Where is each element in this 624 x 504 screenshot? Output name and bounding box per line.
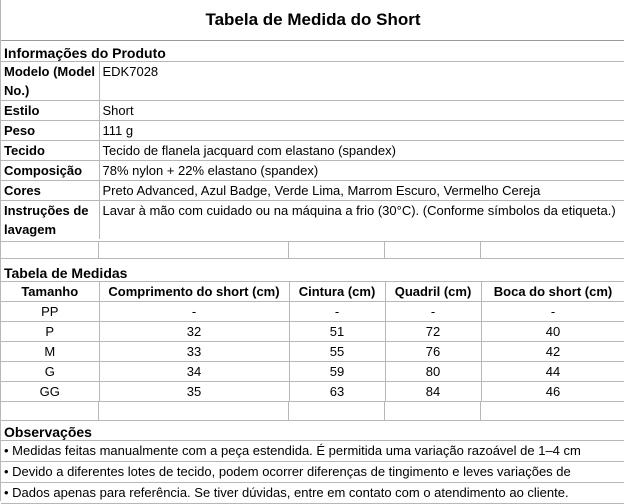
info-value: Preto Advanced, Azul Badge, Verde Lima, … (99, 180, 624, 201)
length-cell: - (99, 301, 290, 322)
product-info-table: Modelo (Model No.) EDK7028 Estilo Short … (1, 61, 624, 239)
waist-cell: 63 (289, 381, 386, 402)
hip-cell: 76 (385, 341, 482, 362)
measurements-table: Tamanho Comprimento do short (cm) Cintur… (1, 281, 624, 402)
info-value: EDK7028 (99, 61, 624, 101)
info-value: 78% nylon + 22% elastano (spandex) (99, 160, 624, 181)
leg-opening-cell: 46 (481, 381, 624, 402)
info-label: Instruções de lavagem (1, 200, 100, 239)
notes-list: • Medidas feitas manualmente com a peça … (1, 440, 624, 504)
info-row-colors: Cores Preto Advanced, Azul Badge, Verde … (1, 180, 624, 201)
size-cell: GG (1, 381, 100, 402)
waist-cell: - (289, 301, 386, 322)
table-row: GG 35 63 84 46 (1, 381, 624, 402)
size-cell: PP (1, 301, 100, 322)
info-label: Estilo (1, 100, 100, 121)
spacer-row (1, 401, 624, 421)
col-header-leg-opening: Boca do short (cm) (481, 281, 624, 302)
info-value: Tecido de flanela jacquard com elastano … (99, 140, 624, 161)
waist-cell: 51 (289, 321, 386, 342)
length-cell: 35 (99, 381, 290, 402)
measurements-heading: Tabela de Medidas (4, 265, 128, 281)
info-row-fabric: Tecido Tecido de flanela jacquard com el… (1, 140, 624, 161)
info-value: Lavar à mão com cuidado ou na máquina a … (99, 200, 624, 239)
col-header-waist: Cintura (cm) (289, 281, 386, 302)
spacer-row (1, 241, 624, 259)
leg-opening-cell: 44 (481, 361, 624, 382)
info-value: 111 g (99, 120, 624, 141)
table-row: P 32 51 72 40 (1, 321, 624, 342)
measurements-header-row: Tamanho Comprimento do short (cm) Cintur… (1, 281, 624, 302)
hip-cell: - (385, 301, 482, 322)
info-row-weight: Peso 111 g (1, 120, 624, 141)
product-info-heading: Informações do Produto (4, 45, 166, 61)
hip-cell: 84 (385, 381, 482, 402)
waist-cell: 59 (289, 361, 386, 382)
table-row: M 33 55 76 42 (1, 341, 624, 362)
length-cell: 34 (99, 361, 290, 382)
size-cell: G (1, 361, 100, 382)
info-row-washing: Instruções de lavagem Lavar à mão com cu… (1, 200, 624, 239)
length-cell: 32 (99, 321, 290, 342)
hip-cell: 72 (385, 321, 482, 342)
col-header-size: Tamanho (1, 281, 100, 302)
note-item: • Medidas feitas manualmente com a peça … (1, 440, 624, 461)
info-label: Cores (1, 180, 100, 201)
info-label: Composição (1, 160, 100, 181)
leg-opening-cell: 40 (481, 321, 624, 342)
info-label: Modelo (Model No.) (1, 61, 100, 101)
info-value: Short (99, 100, 624, 121)
notes-heading: Observações (4, 424, 92, 440)
page-title: Tabela de Medida do Short (1, 0, 624, 41)
col-header-length: Comprimento do short (cm) (99, 281, 290, 302)
size-cell: P (1, 321, 100, 342)
length-cell: 33 (99, 341, 290, 362)
leg-opening-cell: - (481, 301, 624, 322)
info-label: Peso (1, 120, 100, 141)
hip-cell: 80 (385, 361, 482, 382)
table-row: G 34 59 80 44 (1, 361, 624, 382)
info-row-model: Modelo (Model No.) EDK7028 (1, 61, 624, 101)
info-row-style: Estilo Short (1, 100, 624, 121)
info-row-composition: Composição 78% nylon + 22% elastano (spa… (1, 160, 624, 181)
note-item: • Devido a diferentes lotes de tecido, p… (1, 461, 624, 482)
size-cell: M (1, 341, 100, 362)
info-label: Tecido (1, 140, 100, 161)
waist-cell: 55 (289, 341, 386, 362)
col-header-hip: Quadril (cm) (385, 281, 482, 302)
leg-opening-cell: 42 (481, 341, 624, 362)
table-row: PP - - - - (1, 301, 624, 322)
